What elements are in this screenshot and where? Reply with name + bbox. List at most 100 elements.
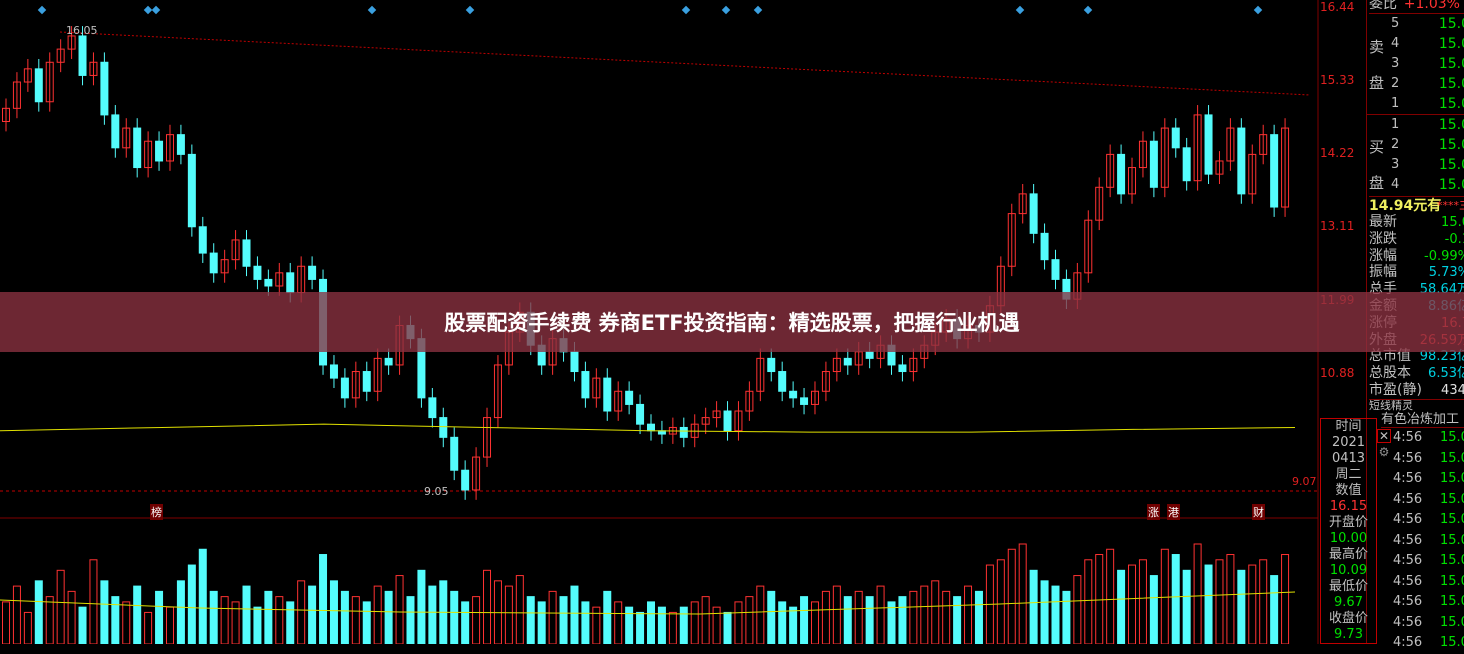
- candle: [1128, 167, 1137, 195]
- volume-bar: [854, 590, 863, 644]
- volume-bar: [1040, 580, 1049, 644]
- candle: [843, 357, 852, 366]
- volume-bar: [756, 585, 765, 644]
- event-marker[interactable]: 财: [1252, 504, 1265, 520]
- candle: [340, 377, 349, 399]
- volume-bar: [264, 590, 273, 644]
- order-book-row[interactable]: 115.0: [1369, 115, 1464, 135]
- tick-price: 15.0: [1440, 512, 1464, 527]
- level-price: 15.0: [1438, 16, 1464, 32]
- candle: [647, 423, 655, 432]
- volume-bar: [887, 601, 896, 644]
- volume-bar: [133, 585, 142, 644]
- quote-row: 涨跌 -0.1: [1369, 231, 1464, 248]
- tick-price: 15.0: [1440, 430, 1464, 445]
- candle: [1084, 219, 1093, 274]
- volume-bar: [843, 596, 852, 644]
- candle: [865, 351, 874, 359]
- volume-bar: [570, 585, 579, 644]
- candle: [329, 364, 338, 379]
- order-book-row[interactable]: 315.0: [1369, 155, 1464, 175]
- signal-diamond-icon: [1253, 5, 1263, 15]
- candle: [428, 397, 437, 419]
- order-book-row[interactable]: 515.0: [1369, 14, 1464, 34]
- commission-ratio-label: 委比: [1369, 0, 1397, 12]
- event-marker[interactable]: 榜: [150, 504, 163, 520]
- candle: [187, 153, 196, 228]
- tick-time: 4:56: [1393, 614, 1423, 630]
- tick-price: 15.0: [1440, 635, 1464, 650]
- tick-price: 15.0: [1440, 450, 1464, 466]
- volume-bar: [122, 601, 131, 644]
- close-icon[interactable]: ✕: [1377, 429, 1391, 443]
- volume-bar: [34, 580, 43, 644]
- level-price: 15.0: [1438, 157, 1464, 173]
- candle: [231, 239, 240, 261]
- quote-value: 15.0: [1441, 215, 1464, 230]
- candle: [450, 436, 459, 471]
- tick-row: 4:56 15.0: [1377, 592, 1464, 613]
- candle: [810, 390, 819, 405]
- low-label: 最低价: [1328, 579, 1368, 594]
- order-book-row[interactable]: 215.0: [1369, 74, 1464, 94]
- candlestick-chart[interactable]: [0, 0, 1320, 644]
- price-tick-label: 16.44: [1320, 0, 1355, 14]
- tick-time: 4:56: [1393, 430, 1423, 445]
- volume-bar: [1128, 564, 1137, 644]
- order-book-row[interactable]: 215.0: [1369, 135, 1464, 155]
- volume-bar: [1248, 564, 1257, 644]
- volume-bar: [384, 590, 393, 644]
- volume-bar: [668, 611, 677, 644]
- candle: [767, 357, 776, 373]
- candle: [461, 469, 470, 491]
- order-book-row[interactable]: 115.0: [1369, 94, 1464, 114]
- candle: [78, 35, 87, 76]
- signal-diamond-icon: [753, 5, 763, 15]
- candle: [1007, 213, 1016, 267]
- industry-name[interactable]: 有色冶炼加工: [1381, 411, 1464, 428]
- quote-row: 最新 15.0: [1369, 214, 1464, 231]
- candle: [778, 371, 787, 392]
- volume-bar: [865, 596, 874, 644]
- tick-row: 4:56 15.0: [1377, 551, 1464, 572]
- candle: [1160, 127, 1169, 188]
- signal-diamond-icon: [721, 5, 731, 15]
- order-book-row[interactable]: 415.0: [1369, 34, 1464, 54]
- candle: [1149, 140, 1158, 188]
- volume-bar: [1084, 559, 1093, 644]
- tick-row: 4:56 15.0: [1377, 572, 1464, 593]
- volume-bar: [1193, 543, 1202, 644]
- volume-bar: [920, 585, 929, 644]
- volume-bar: [2, 601, 10, 644]
- order-book-row[interactable]: 415.0: [1369, 175, 1464, 195]
- order-book-row[interactable]: 315.0: [1369, 54, 1464, 74]
- volume-bar: [625, 606, 634, 644]
- candle: [712, 410, 721, 419]
- candle: [45, 61, 54, 103]
- quote-label: 振幅: [1369, 264, 1397, 281]
- event-marker[interactable]: 港: [1167, 504, 1180, 520]
- tick-row: 4:56 15.0: [1377, 490, 1464, 511]
- candle: [56, 48, 65, 63]
- gear-icon[interactable]: ⚙: [1378, 445, 1390, 459]
- candle: [209, 252, 218, 274]
- candle: [198, 226, 207, 254]
- candle: [439, 417, 448, 438]
- volume-bar: [810, 601, 819, 644]
- candle: [723, 410, 732, 432]
- volume-bar: [187, 564, 196, 644]
- candle: [308, 265, 317, 280]
- candle: [1051, 259, 1060, 280]
- candle: [493, 364, 502, 419]
- event-marker[interactable]: 涨: [1147, 504, 1160, 520]
- volume-bar: [1160, 548, 1169, 644]
- candle: [603, 377, 612, 412]
- volume-bar: [701, 596, 710, 644]
- candle: [1215, 160, 1224, 175]
- volume-bar: [657, 606, 666, 644]
- candle: [373, 357, 382, 392]
- short-line-tab[interactable]: 短线精灵: [1369, 399, 1464, 411]
- volume-bar: [832, 585, 841, 644]
- value: 16.15: [1329, 499, 1368, 514]
- volume-bar: [504, 585, 513, 644]
